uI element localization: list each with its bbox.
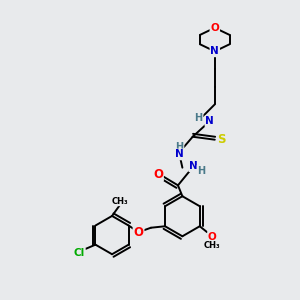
Text: CH₃: CH₃ — [204, 242, 220, 250]
Text: H: H — [194, 112, 202, 123]
Text: CH₃: CH₃ — [112, 197, 128, 206]
Text: O: O — [210, 23, 219, 33]
Text: N: N — [175, 149, 184, 159]
Text: S: S — [217, 133, 226, 146]
Text: N: N — [189, 161, 198, 171]
Text: N: N — [210, 46, 219, 56]
Text: O: O — [208, 232, 217, 242]
Text: H: H — [176, 142, 184, 152]
Text: N: N — [206, 116, 214, 126]
Text: O: O — [153, 168, 163, 181]
Text: H: H — [197, 166, 206, 176]
Text: O: O — [134, 226, 143, 238]
Text: Cl: Cl — [74, 248, 85, 259]
